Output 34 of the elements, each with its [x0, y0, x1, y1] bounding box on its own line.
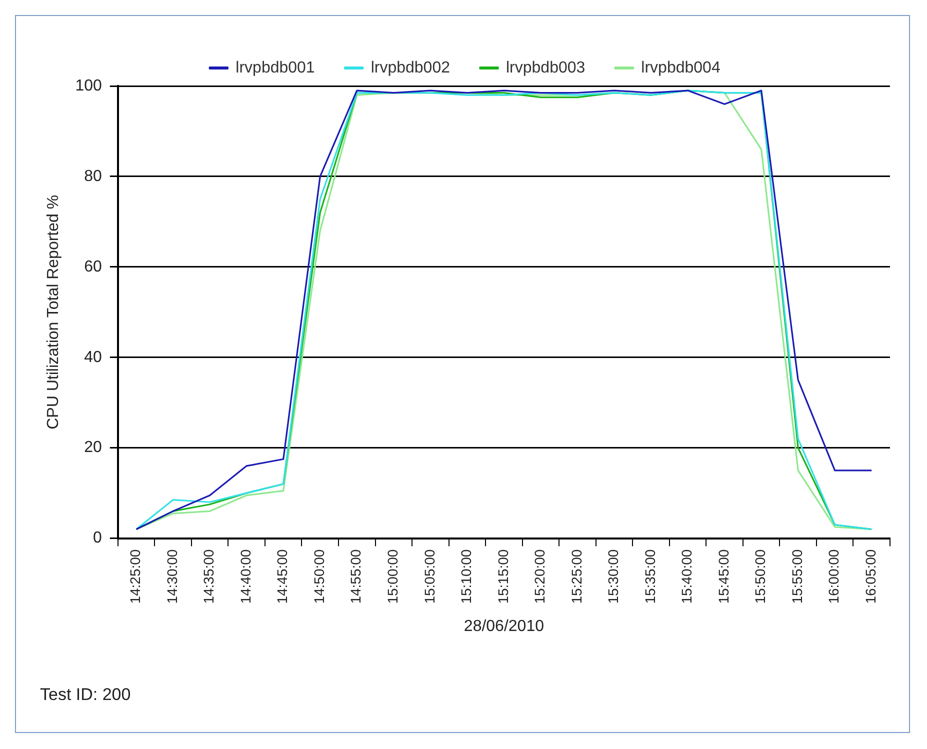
x-tick-label: 14:35:00 — [200, 549, 217, 604]
x-tick-label: 14:40:00 — [237, 549, 254, 604]
x-tick-label: 15:55:00 — [788, 549, 805, 604]
x-tick-label: 15:20:00 — [532, 549, 548, 604]
y-tick-label: 0 — [92, 530, 102, 547]
y-axis-title: CPU Utilization Total Reported % — [45, 194, 62, 430]
x-tick-label: 15:05:00 — [421, 549, 438, 604]
x-tick-label: 14:25:00 — [127, 549, 144, 604]
legend-label: lrvpbdb001 — [236, 59, 315, 76]
y-tick-label: 60 — [84, 258, 102, 276]
legend-label: lrvpbdb002 — [370, 59, 450, 76]
x-tick-label: 15:10:00 — [458, 549, 474, 604]
x-tick-label: 15:15:00 — [494, 549, 511, 604]
x-tick-label: 16:00:00 — [826, 549, 842, 604]
y-tick-label: 40 — [84, 348, 102, 366]
x-axis-title: 28/06/2010 — [464, 618, 544, 635]
x-tick-label: 15:00:00 — [384, 549, 401, 604]
y-tick-label: 80 — [84, 168, 102, 185]
x-tick-label: 14:55:00 — [348, 549, 364, 604]
x-tick-label: 15:40:00 — [678, 549, 695, 604]
x-tick-label: 14:45:00 — [274, 549, 290, 604]
x-tick-label: 15:30:00 — [605, 549, 622, 604]
x-tick-label: 14:50:00 — [310, 549, 327, 604]
x-tick-label: 14:30:00 — [164, 549, 180, 604]
x-tick-label: 15:35:00 — [642, 549, 658, 604]
y-tick-label: 20 — [84, 439, 102, 456]
y-tick-label: 100 — [75, 77, 102, 94]
legend-label: lrvpbdb004 — [641, 59, 720, 76]
x-tick-label: 16:05:00 — [862, 549, 878, 604]
legend-label: lrvpbdb003 — [506, 59, 586, 76]
x-tick-label: 15:45:00 — [715, 549, 732, 604]
text: Test ID: 200 — [40, 685, 131, 705]
x-tick-label: 15:50:00 — [752, 549, 768, 604]
x-tick-label: 15:25:00 — [568, 549, 584, 604]
